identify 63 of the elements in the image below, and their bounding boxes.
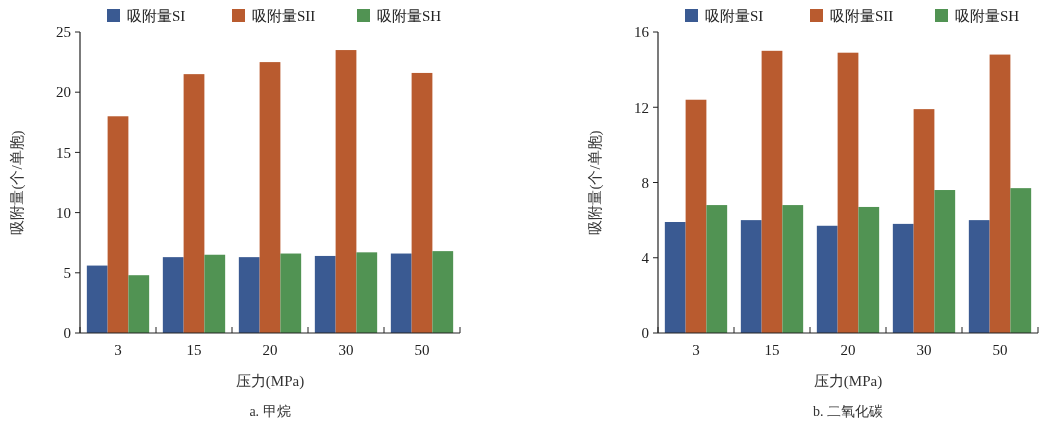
bar — [204, 254, 226, 333]
y-tick-label: 12 — [634, 99, 649, 116]
x-tick-label: 3 — [692, 342, 700, 358]
text: a. 甲烷 — [249, 404, 291, 419]
bar — [259, 62, 281, 333]
y-tick-label: 10 — [56, 204, 71, 221]
y-tick-label: 5 — [63, 265, 71, 282]
x-tick-label: 20 — [262, 342, 278, 358]
bar — [782, 205, 804, 333]
legend-label: 吸附量SII — [252, 8, 316, 25]
legend-label: 吸附量SI — [127, 8, 186, 25]
x-tick-label: 20 — [840, 342, 856, 358]
bar — [432, 251, 454, 333]
x-tick-label: 30 — [916, 342, 932, 358]
bar — [816, 225, 838, 333]
y-tick-label: 4 — [641, 250, 650, 266]
legend-label: 吸附量SI — [705, 8, 764, 25]
x-tick-label: 15 — [764, 342, 780, 358]
x-tick-label: 3 — [114, 342, 122, 358]
y-tick-label: 25 — [56, 24, 71, 41]
x-axis-title: 压力(MPa) — [813, 373, 883, 390]
x-tick-label: 30 — [338, 342, 354, 358]
bar — [128, 275, 150, 333]
bar — [162, 257, 184, 333]
bar — [356, 252, 378, 333]
bar — [183, 74, 205, 333]
bar — [86, 265, 108, 333]
bar — [913, 109, 935, 333]
bar — [837, 52, 859, 333]
y-tick-label: 8 — [641, 174, 649, 191]
text: b. 二氧化碳 — [813, 404, 883, 419]
bar — [107, 116, 129, 333]
y-tick-label: 16 — [634, 24, 650, 41]
legend-label: 吸附量SII — [830, 8, 894, 25]
legend-label: 吸附量SH — [377, 8, 442, 25]
bar — [989, 54, 1011, 333]
bar — [858, 206, 880, 333]
x-tick-label: 15 — [186, 342, 202, 358]
bar — [761, 50, 783, 333]
bar — [390, 253, 412, 333]
legend-label: 吸附量SH — [955, 8, 1020, 25]
bar — [664, 222, 686, 333]
bar — [706, 205, 728, 333]
x-tick-label: 50 — [414, 342, 430, 358]
bar — [740, 220, 762, 333]
bar — [280, 253, 302, 333]
y-tick-label: 15 — [56, 144, 71, 161]
bar — [314, 255, 336, 333]
y-axis-title: 吸附量(个/单胞) — [9, 130, 26, 235]
y-tick-label: 0 — [641, 325, 649, 342]
bar — [335, 50, 357, 333]
bar — [968, 220, 990, 333]
bar — [892, 223, 914, 333]
bar — [411, 72, 433, 333]
y-axis-title: 吸附量(个/单胞) — [587, 130, 604, 235]
x-tick-label: 50 — [992, 342, 1008, 358]
y-tick-label: 0 — [63, 325, 71, 342]
bar — [1010, 188, 1032, 333]
y-tick-label: 20 — [56, 84, 71, 101]
bar — [685, 99, 707, 333]
bar — [238, 257, 260, 333]
bar — [934, 190, 956, 333]
x-axis-title: 压力(MPa) — [235, 373, 305, 390]
